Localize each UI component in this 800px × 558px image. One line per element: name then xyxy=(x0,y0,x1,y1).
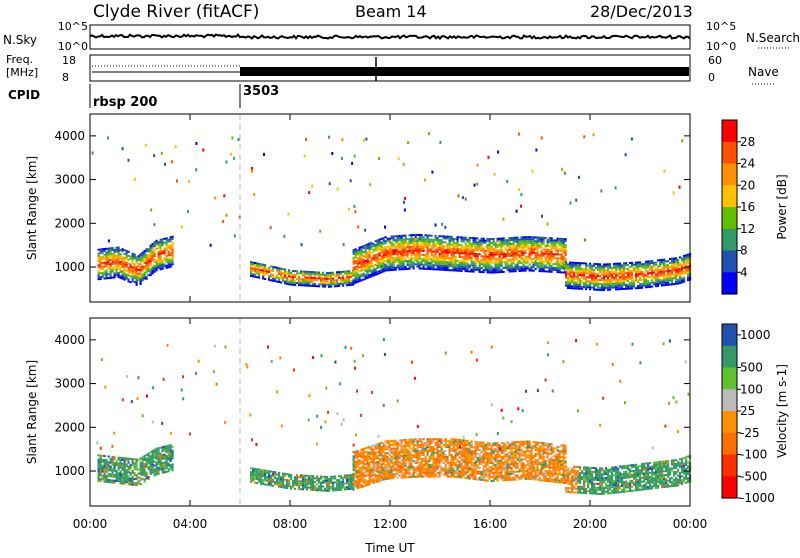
nsky-label: N.Sky xyxy=(3,33,37,47)
colorbar-tick-label: 12 xyxy=(740,222,755,236)
y-tick-label: 3000 xyxy=(54,173,85,187)
x-tick-label: 12:00 xyxy=(373,517,408,531)
colorbar-tick-label: 20 xyxy=(740,178,755,192)
colorbar-tick-label: 500 xyxy=(740,361,763,375)
colorbar-tick-label: 28 xyxy=(740,135,755,149)
colorbar-tick-label: 24 xyxy=(740,157,755,171)
beam-title: Beam 14 xyxy=(355,2,427,21)
colorbar-tick-label: 16 xyxy=(740,200,755,214)
colorbar-tick-label: -25 xyxy=(740,426,760,440)
cpid-entry-2: 3503 xyxy=(243,84,279,99)
power-panel: 1000 2000 3000 4000 Slant Range [km] 28 24 20 16… xyxy=(25,114,789,302)
freq-label-2: [MHz] xyxy=(6,66,38,79)
colorbar-swatch xyxy=(722,368,737,390)
nave-block xyxy=(240,67,689,76)
nsearch-tick-top: 10^5 xyxy=(706,20,736,33)
colorbar-tick-label: 1000 xyxy=(740,328,771,342)
cpid-label: CPID xyxy=(8,88,40,102)
colorbar-tick-label: -100 xyxy=(740,448,767,462)
colorbar-tick-label: -1000 xyxy=(740,491,775,505)
colorbar-swatch xyxy=(722,207,737,229)
cpid-entry-1: rbsp 200 xyxy=(93,95,157,110)
nave-tick-bottom: 0 xyxy=(708,71,715,84)
y-tick-label: 1000 xyxy=(54,464,85,478)
colorbar-swatch xyxy=(722,476,737,498)
colorbar-tick-label: -500 xyxy=(740,469,767,483)
colorbar-swatch xyxy=(722,346,737,368)
date-title: 28/Dec/2013 xyxy=(590,2,693,21)
nave-label: Nave xyxy=(748,65,779,79)
y-tick-label: 1000 xyxy=(54,260,85,274)
nsky-trace xyxy=(90,35,690,39)
x-tick-label: 00:00 xyxy=(673,517,708,531)
y-tick-label: 4000 xyxy=(54,129,85,143)
colorbar-swatch xyxy=(722,455,737,477)
power-colorbar-label: Power [dB] xyxy=(775,174,789,239)
velocity-colorbar-label: Velocity [m s-1] xyxy=(775,364,789,458)
y-tick-label: 3000 xyxy=(54,377,85,391)
colorbar-swatch xyxy=(722,185,737,207)
x-tick-label: 16:00 xyxy=(473,517,508,531)
station-title: Clyde River (fitACF) xyxy=(93,2,259,22)
x-tick-label: 08:00 xyxy=(273,517,308,531)
colorbar-swatch xyxy=(722,142,737,164)
freq-label-1: Freq. xyxy=(6,53,33,66)
y-tick-label: 2000 xyxy=(54,216,85,230)
colorbar-swatch xyxy=(722,272,737,294)
colorbar-swatch xyxy=(722,389,737,411)
velocity-panel: 1000 2000 3000 4000 Slant Range [km] 1000 500 1… xyxy=(25,318,789,506)
nsky-tick-bottom: 10^0 xyxy=(58,40,88,53)
colorbar-swatch xyxy=(722,433,737,455)
colorbar-swatch xyxy=(722,229,737,251)
freq-tick-bottom: 8 xyxy=(62,71,69,84)
x-tick-label: 04:00 xyxy=(173,517,208,531)
colorbar-tick-label: 4 xyxy=(740,265,748,279)
colorbar-tick-label: 25 xyxy=(740,404,755,418)
colorbar-tick-label: 100 xyxy=(740,382,763,396)
colorbar-swatch xyxy=(722,411,737,433)
colorbar-swatch xyxy=(722,164,737,186)
velocity-ylabel: Slant Range [km] xyxy=(25,360,39,464)
power-frame xyxy=(90,114,690,302)
x-tick-label: 20:00 xyxy=(573,517,608,531)
y-tick-label: 4000 xyxy=(54,333,85,347)
colorbar-swatch xyxy=(722,251,737,273)
time-axis-label: Time UT xyxy=(364,541,415,554)
nsearch-label: N.Search xyxy=(746,31,800,45)
x-tick-label: 00:00 xyxy=(73,517,108,531)
colorbar-tick-label: 8 xyxy=(740,244,748,258)
y-tick-label: 2000 xyxy=(54,420,85,434)
freq-tick-top: 18 xyxy=(62,54,76,67)
power-ylabel: Slant Range [km] xyxy=(25,156,39,260)
nave-tick-top: 60 xyxy=(708,54,722,67)
nsky-tick-top: 10^5 xyxy=(58,20,88,33)
colorbar-swatch xyxy=(722,120,737,142)
nsearch-tick-bottom: 10^0 xyxy=(706,40,736,53)
colorbar-swatch xyxy=(722,324,737,346)
velocity-cells xyxy=(96,338,691,495)
power-cells xyxy=(92,132,692,291)
